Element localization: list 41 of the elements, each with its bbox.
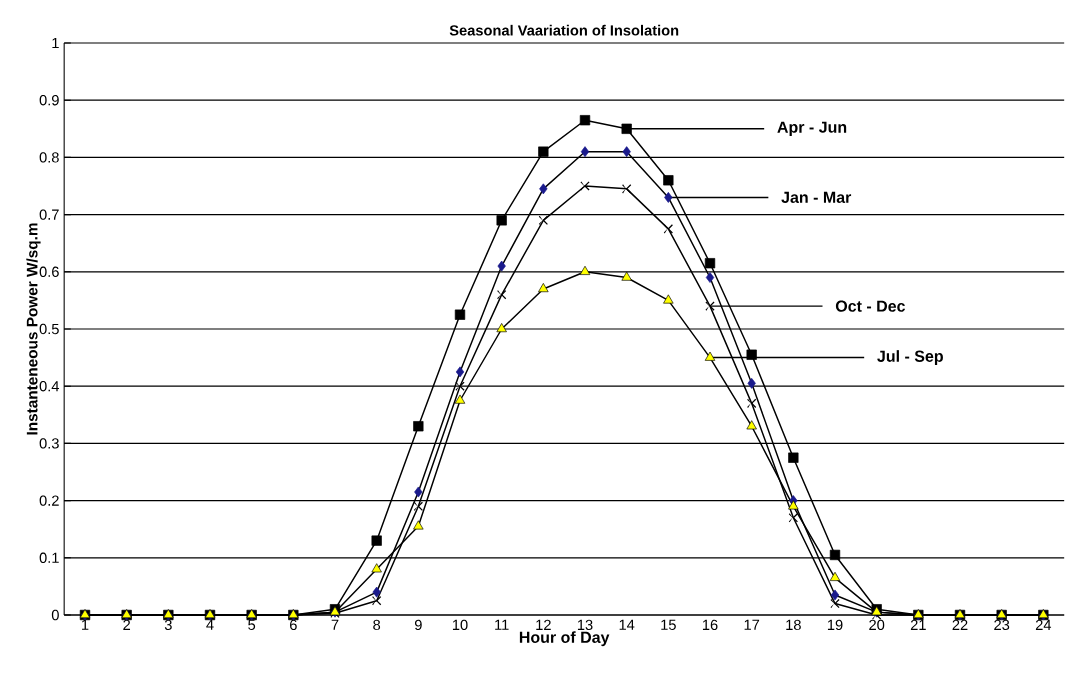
x-tick-label: 6 <box>290 619 297 631</box>
y-tick-label: 0.4 <box>39 381 60 392</box>
x-tick-label: 14 <box>619 619 635 630</box>
x-tick-label: 5 <box>248 619 256 630</box>
x-tick-label: 9 <box>414 619 422 631</box>
y-tick-label: 0.3 <box>39 438 59 449</box>
annotation: Apr - Jun <box>777 121 847 136</box>
x-tick-label: 16 <box>702 619 718 631</box>
x-axis-title: Hour of Day <box>519 631 610 647</box>
y-tick-label: 0.9 <box>39 95 59 106</box>
x-tick-label: 21 <box>910 619 926 630</box>
x-tick-label: 8 <box>373 619 381 631</box>
x-tick-label: 2 <box>123 619 131 630</box>
x-tick-label: 24 <box>1035 619 1052 630</box>
y-tick-label: 0.8 <box>39 152 59 163</box>
x-tick-label: 20 <box>869 619 885 631</box>
x-tick-label: 10 <box>452 619 468 631</box>
x-tick-label: 18 <box>786 619 801 631</box>
y-tick-label: 1 <box>52 37 59 49</box>
annotation: Oct - Dec <box>835 300 906 312</box>
y-tick-label: 0.1 <box>39 552 59 563</box>
x-tick-label: 3 <box>164 619 172 631</box>
x-tick-label: 15 <box>661 619 676 630</box>
x-tick-label: 1 <box>82 619 89 630</box>
x-tick-label: 19 <box>827 619 843 631</box>
x-tick-label: 23 <box>994 619 1010 631</box>
annotation: Jan - Mar <box>781 191 852 204</box>
x-tick-label: 4 <box>206 619 214 630</box>
y-tick-label: 0.2 <box>39 495 59 506</box>
annotation: Jul - Sep <box>877 350 943 366</box>
y-tick-label: 0.6 <box>39 266 59 277</box>
y-tick-label: 0 <box>51 609 59 621</box>
x-tick-label: 7 <box>331 619 339 630</box>
x-tick-label: 22 <box>952 619 968 630</box>
x-tick-label: 11 <box>495 619 509 630</box>
x-tick-label: 17 <box>744 619 760 630</box>
x-tick-label: 12 <box>536 619 551 630</box>
y-tick-label: 0.5 <box>39 323 59 335</box>
y-tick-label: 0.7 <box>39 209 59 220</box>
x-tick-label: 13 <box>577 619 593 631</box>
chart-title: Seasonal Vaariation of Insolation <box>449 24 679 36</box>
